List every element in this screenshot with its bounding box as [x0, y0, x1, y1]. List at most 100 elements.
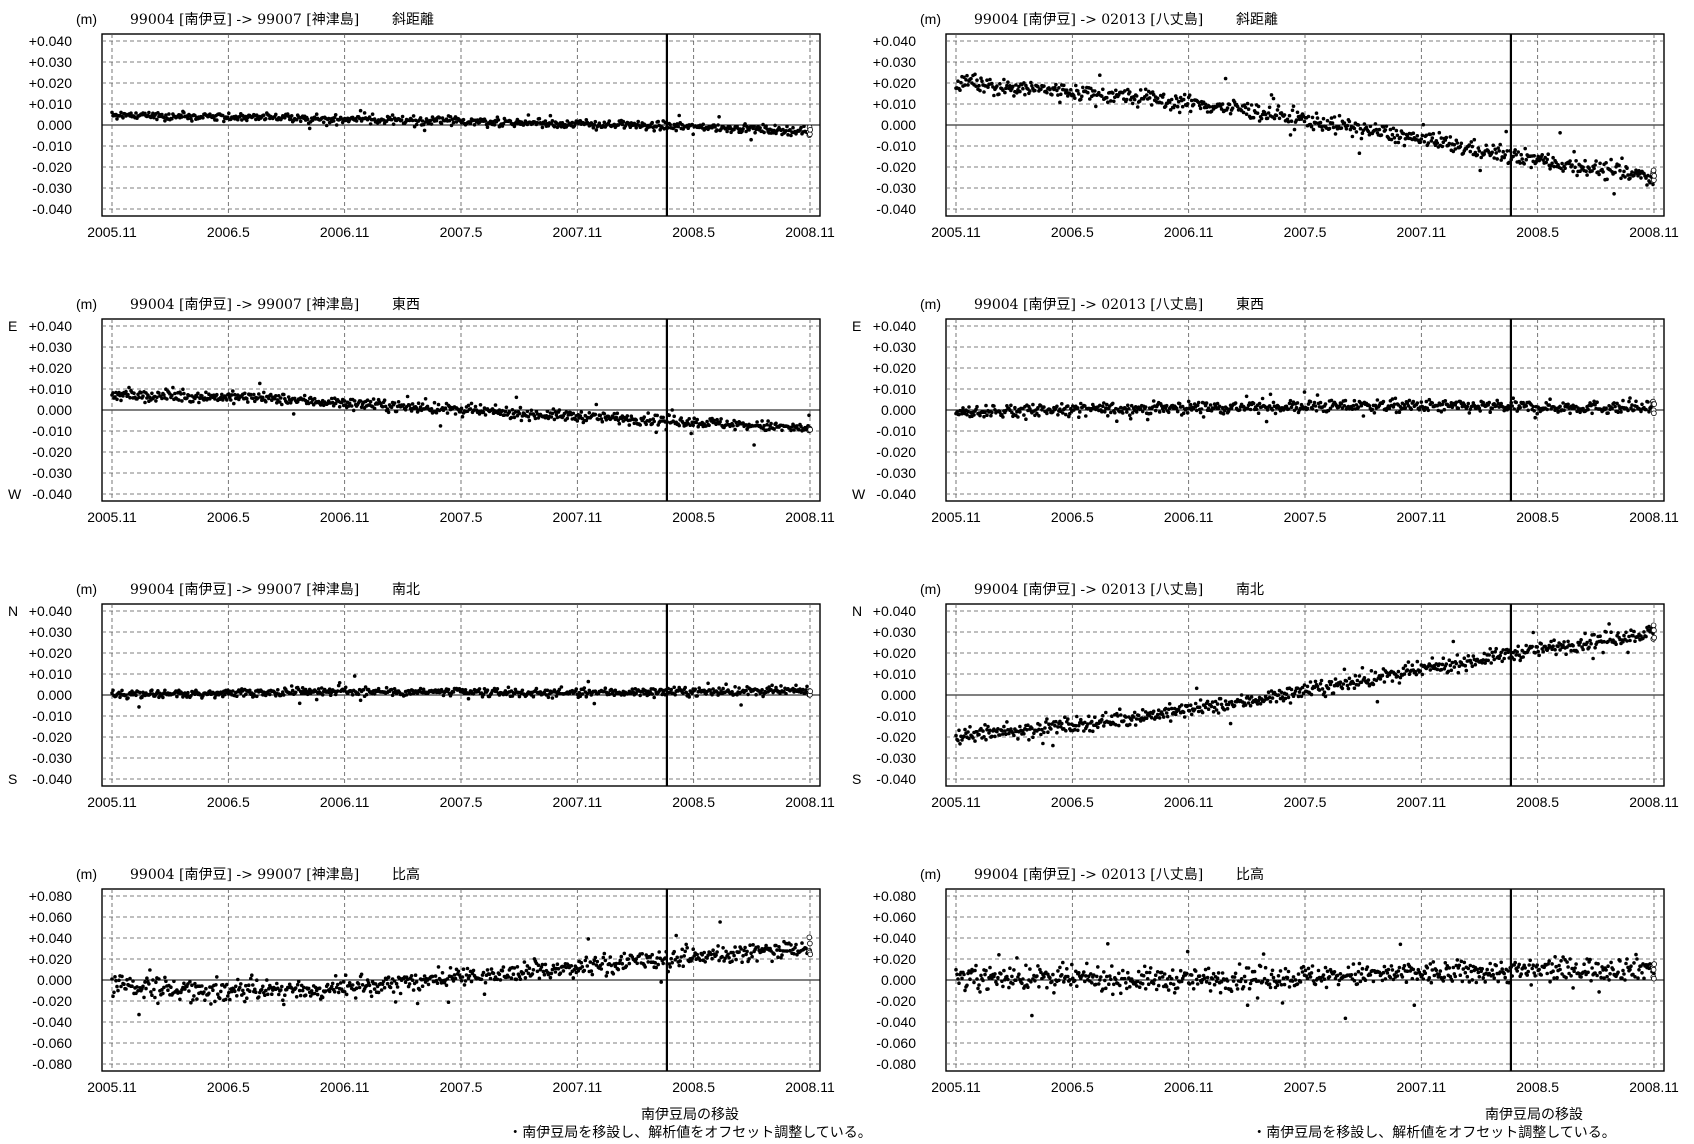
data-point [1189, 98, 1194, 103]
data-point [423, 397, 428, 401]
data-point [696, 424, 700, 429]
data-point [376, 686, 381, 691]
data-point [141, 984, 145, 989]
data-point [240, 118, 244, 122]
x-tick-label: 2005.11 [87, 1079, 137, 1095]
data-point [1581, 165, 1585, 169]
data-point [612, 411, 617, 416]
data-point [1456, 406, 1461, 411]
data-point [186, 116, 190, 121]
data-point [451, 690, 456, 694]
data-point [181, 695, 185, 699]
data-point [1350, 407, 1355, 412]
data-point [1411, 399, 1416, 404]
data-point [365, 398, 370, 403]
y-tick-label: -0.040 [32, 201, 72, 217]
data-point [1319, 678, 1324, 683]
data-point [520, 688, 525, 693]
data-point [1347, 119, 1352, 124]
data-point [1012, 94, 1016, 98]
data-point [399, 118, 404, 122]
data-point [1104, 406, 1108, 411]
data-point [730, 690, 734, 694]
data-point [1562, 408, 1566, 413]
data-point [591, 125, 596, 130]
direction-bottom-label: S [852, 771, 861, 787]
data-point [1450, 405, 1455, 410]
data-point [1392, 402, 1397, 407]
data-point [693, 687, 697, 691]
data-point [1613, 404, 1617, 409]
data-point [339, 400, 344, 405]
data-point [1590, 169, 1594, 173]
data-point [564, 410, 569, 414]
x-tick-label: 2008.5 [672, 794, 715, 810]
data-point [1481, 658, 1485, 662]
data-point [1359, 680, 1364, 684]
data-point [264, 399, 268, 404]
data-point [549, 971, 554, 976]
data-point [1289, 405, 1294, 410]
data-point [1587, 645, 1591, 650]
x-tick-label: 2006.11 [320, 794, 370, 810]
data-point [1050, 93, 1054, 97]
data-point [1257, 119, 1262, 123]
data-point [1411, 131, 1416, 135]
data-point [1367, 404, 1372, 408]
data-point [586, 937, 591, 941]
data-point [391, 990, 396, 994]
data-point [1329, 398, 1334, 403]
data-point [1185, 411, 1190, 415]
data-point [784, 691, 788, 696]
data-point [1069, 88, 1073, 92]
data-point [1397, 410, 1402, 415]
data-point [110, 977, 114, 981]
y-tick-label: +0.020 [29, 360, 72, 376]
data-point [469, 401, 474, 406]
data-point [1466, 654, 1471, 658]
data-point [1133, 723, 1138, 727]
x-tick-label: 2005.11 [931, 224, 981, 240]
data-point [1136, 713, 1141, 718]
data-point [1305, 684, 1310, 689]
data-point [1524, 404, 1528, 408]
data-point [141, 394, 145, 399]
x-tick-label: 2006.5 [207, 794, 250, 810]
data-point [1640, 402, 1644, 407]
data-point [531, 694, 536, 699]
data-point [1064, 728, 1068, 733]
data-point [1168, 719, 1173, 723]
data-point [1356, 123, 1361, 127]
data-point [1246, 107, 1251, 111]
y-tick-label: +0.040 [873, 603, 916, 619]
data-point [325, 982, 330, 987]
data-point [357, 116, 362, 121]
data-point [603, 686, 608, 690]
data-point [1370, 407, 1375, 412]
data-point [114, 978, 118, 983]
data-point [1046, 730, 1050, 734]
data-point [1249, 695, 1254, 699]
data-point [1245, 101, 1250, 106]
data-point [1200, 710, 1205, 715]
data-point [1302, 683, 1307, 687]
data-point [111, 994, 115, 999]
data-point [1119, 405, 1123, 410]
data-point [1031, 735, 1035, 739]
data-point [1478, 409, 1482, 413]
data-point [124, 389, 128, 394]
data-point [1560, 161, 1564, 166]
x-tick-label: 2007.11 [1397, 224, 1447, 240]
data-point [1418, 140, 1423, 144]
data-point [1615, 401, 1619, 406]
data-point [978, 88, 982, 93]
data-point [1455, 653, 1460, 657]
data-point [299, 691, 304, 696]
data-point [335, 689, 340, 693]
data-point [241, 988, 245, 993]
data-point [1503, 153, 1507, 157]
data-point [291, 412, 296, 416]
data-point [472, 123, 477, 127]
data-point [367, 983, 372, 988]
data-point [182, 391, 186, 396]
